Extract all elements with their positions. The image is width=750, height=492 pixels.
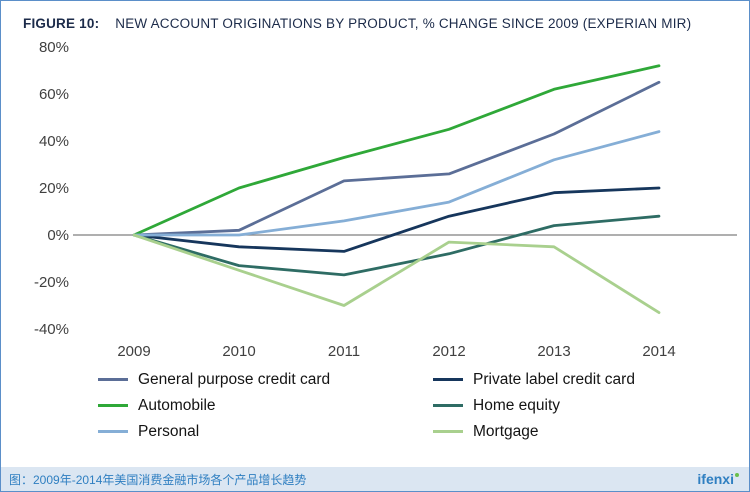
- footer-bar: 图：2009年-2014年美国消费金融市场各个产品增长趋势 ifenxi: [1, 467, 749, 491]
- y-tick-label: 80%: [39, 39, 69, 56]
- x-tick-label: 2009: [117, 343, 150, 360]
- legend-item-automobile: Automobile: [98, 393, 433, 418]
- y-tick-label: -40%: [34, 321, 69, 338]
- y-tick-label: 0%: [47, 227, 69, 244]
- y-tick-label: 40%: [39, 133, 69, 150]
- legend-item-private-label-credit-card: Private label credit card: [433, 367, 749, 392]
- x-tick-label: 2010: [222, 343, 255, 360]
- legend-swatch-personal: [98, 430, 128, 433]
- brand-text: ifenxi: [697, 471, 734, 487]
- legend-label: Private label credit card: [473, 370, 635, 388]
- legend-swatch-general-purpose-credit-card: [98, 378, 128, 381]
- legend-swatch-private-label-credit-card: [433, 378, 463, 381]
- y-tick-label: -20%: [34, 274, 69, 291]
- legend-item-mortgage: Mortgage: [433, 419, 749, 444]
- series-line-home-equity: [132, 214, 661, 277]
- legend-label: Automobile: [138, 396, 216, 414]
- legend-swatch-automobile: [98, 404, 128, 407]
- legend-item-general-purpose-credit-card: General purpose credit card: [98, 367, 433, 392]
- chart-title: NEW ACCOUNT ORIGINATIONS BY PRODUCT, % C…: [115, 16, 692, 31]
- series-line-mortgage: [132, 233, 661, 315]
- footer-caption: 图：2009年-2014年美国消费金融市场各个产品增长趋势: [9, 472, 307, 487]
- legend-item-personal: Personal: [98, 419, 433, 444]
- x-tick-label: 2014: [642, 343, 675, 360]
- chart-legend: General purpose credit card Private label…: [1, 367, 749, 444]
- line-chart: 80% 60% 40% 20% 0% -20% -40% 2009 2010 2011 2012 20…: [34, 39, 737, 360]
- legend-label: Home equity: [473, 396, 561, 414]
- brand-dot-icon: [735, 473, 739, 477]
- legend-swatch-home-equity: [433, 404, 463, 407]
- y-tick-label: 20%: [39, 180, 69, 197]
- figure-label: FIGURE 10:: [23, 16, 100, 31]
- series-line-private-label-credit-card: [132, 186, 661, 253]
- x-tick-label: 2013: [537, 343, 570, 360]
- series-line-personal: [132, 130, 661, 237]
- series-line-general-purpose-credit-card: [132, 80, 661, 237]
- chart-title-bar: FIGURE 10: NEW ACCOUNT ORIGINATIONS BY PR…: [1, 1, 749, 33]
- x-tick-label: 2011: [328, 343, 360, 360]
- legend-label: Mortgage: [473, 422, 539, 440]
- legend-swatch-mortgage: [433, 430, 463, 433]
- series-line-automobile: [132, 64, 661, 237]
- y-tick-label: 60%: [39, 86, 69, 103]
- brand-logo: ifenxi: [697, 471, 739, 487]
- legend-label: Personal: [138, 422, 200, 440]
- x-tick-label: 2012: [432, 343, 465, 360]
- legend-item-home-equity: Home equity: [433, 393, 749, 418]
- legend-label: General purpose credit card: [138, 370, 331, 388]
